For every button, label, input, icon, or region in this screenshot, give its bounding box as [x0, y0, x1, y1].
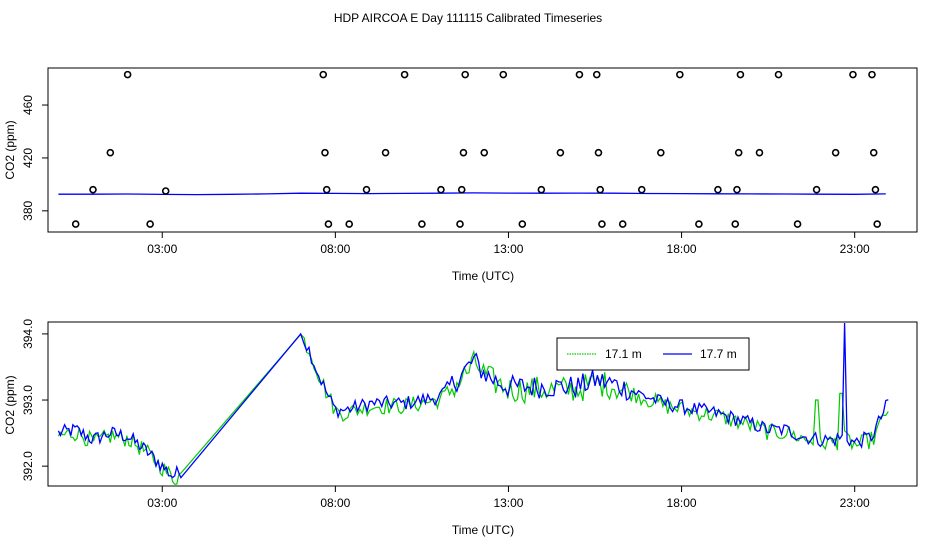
- panel-1-point-29: [598, 220, 606, 228]
- panel-1-axes: 03:00 08:00 13:00 18:00 23:00 380 420 460: [21, 95, 870, 256]
- panel-1-point-11: [362, 185, 371, 194]
- panel-1-point-43: [812, 185, 821, 194]
- legend-label-17-7m: 17.7 m: [700, 347, 737, 361]
- panel-1-point-25: [575, 70, 584, 79]
- panel-1-ytick-label-2: 460: [21, 95, 35, 115]
- panel-1-point-19: [461, 70, 469, 79]
- panel-1-frame: [47, 67, 918, 233]
- panel-2-xtick-label-1: 08:00: [320, 496, 350, 510]
- panel-1-point-10: [345, 220, 354, 228]
- panel-1-point-27: [594, 148, 603, 157]
- panel-1-point-2: [106, 148, 115, 157]
- panel-1-ytick-label-1: 420: [21, 148, 35, 168]
- panel-1-point-12: [381, 148, 390, 157]
- panel-1-point-6: [319, 70, 328, 79]
- panel-1-point-7: [321, 148, 329, 157]
- panel-1-point-3: [123, 70, 132, 79]
- panel-1-point-47: [869, 148, 878, 157]
- panel-1-point-17: [457, 185, 466, 194]
- panel-1-xtick-label-2: 13:00: [493, 242, 523, 256]
- panel-1-point-5: [161, 187, 170, 195]
- panel-2-xtick-label-0: 03:00: [147, 496, 177, 510]
- panel-1-point-34: [695, 220, 703, 228]
- panel-2-xtick-label-4: 23:00: [840, 496, 870, 510]
- panel-1-xtick-label-4: 23:00: [840, 242, 870, 256]
- panel-1-point-35: [714, 185, 722, 194]
- panel-1-points: [71, 70, 881, 228]
- panel-1-xtick-label-0: 03:00: [147, 242, 177, 256]
- panel-1-point-15: [437, 185, 445, 194]
- panel-1-point-40: [755, 148, 764, 157]
- panel-1-point-37: [733, 185, 741, 194]
- panel-1-point-4: [146, 220, 154, 228]
- panel-1-point-13: [400, 70, 409, 79]
- panel-1-point-20: [480, 148, 489, 157]
- panel-1: 03:00 08:00 13:00 18:00 23:00 380 420 460 Time …: [3, 67, 918, 283]
- panel-1-point-33: [676, 70, 684, 79]
- panel-1-ytick-label-0: 380: [21, 201, 35, 221]
- panel-2-xlabel: Time (UTC): [452, 523, 514, 537]
- panel-1-xtick-label-1: 08:00: [320, 242, 350, 256]
- panel-1-ylabel: CO2 (ppm): [3, 120, 17, 179]
- panel-1-point-45: [849, 70, 857, 79]
- panel-1-point-18: [459, 148, 468, 157]
- panel-2-ytick-label-1: 393.0: [21, 385, 35, 415]
- panel-2-axes: 03:00 08:00 13:00 18:00 23:00 392.0 393.0 394.0: [21, 319, 870, 510]
- panel-1-point-42: [793, 220, 802, 228]
- legend-label-17-1m: 17.1 m: [605, 347, 642, 361]
- panel-1-point-0: [71, 220, 80, 228]
- panel-1-point-26: [592, 70, 601, 79]
- panel-1-point-48: [871, 185, 880, 194]
- panel-2-xtick-label-2: 13:00: [493, 496, 523, 510]
- panel-1-point-41: [774, 70, 783, 79]
- legend-box: [556, 337, 750, 371]
- panel-1-point-38: [734, 148, 743, 157]
- panel-2-frame: [47, 321, 918, 487]
- panel-2-xtick-label-3: 18:00: [667, 496, 697, 510]
- panel-2-ytick-label-0: 392.0: [21, 451, 35, 481]
- panel-1-point-39: [736, 70, 745, 79]
- panel-1-point-8: [322, 185, 331, 194]
- panel-1-point-31: [637, 185, 646, 194]
- legend: 17.1 m 17.7 m: [556, 337, 750, 371]
- panel-1-point-16: [456, 220, 464, 228]
- panel-1-point-22: [518, 220, 527, 228]
- series-17-7m-line: [57, 322, 889, 479]
- panel-1-point-36: [731, 220, 740, 228]
- panel-1-point-28: [596, 185, 605, 194]
- panel-1-point-1: [89, 185, 97, 194]
- panel-1-xtick-label-3: 18:00: [667, 242, 697, 256]
- panel-1-point-21: [499, 70, 508, 79]
- panel-1-xlabel: Time (UTC): [452, 269, 514, 283]
- panel-1-baseline-series: [58, 192, 886, 196]
- panel-1-point-44: [831, 148, 840, 157]
- panel-1-point-9: [324, 220, 333, 228]
- panel-1-point-46: [868, 70, 876, 79]
- panel-2-ytick-label-2: 394.0: [21, 319, 35, 349]
- panel-2-ylabel: CO2 (ppm): [3, 375, 17, 434]
- panel-1-point-23: [537, 185, 546, 194]
- panel-1-point-14: [418, 220, 426, 228]
- panel-1-point-49: [873, 220, 881, 228]
- panel-1-point-32: [657, 148, 665, 157]
- panel-2: 03:00 08:00 13:00 18:00 23:00 392.0 393.0 394.0…: [3, 319, 918, 537]
- series-17-1m-line: [57, 333, 889, 485]
- panel-1-point-30: [618, 220, 627, 228]
- panel-1-point-24: [556, 148, 565, 157]
- figure-title: HDP AIRCOA E Day 111115 Calibrated Times…: [334, 11, 602, 25]
